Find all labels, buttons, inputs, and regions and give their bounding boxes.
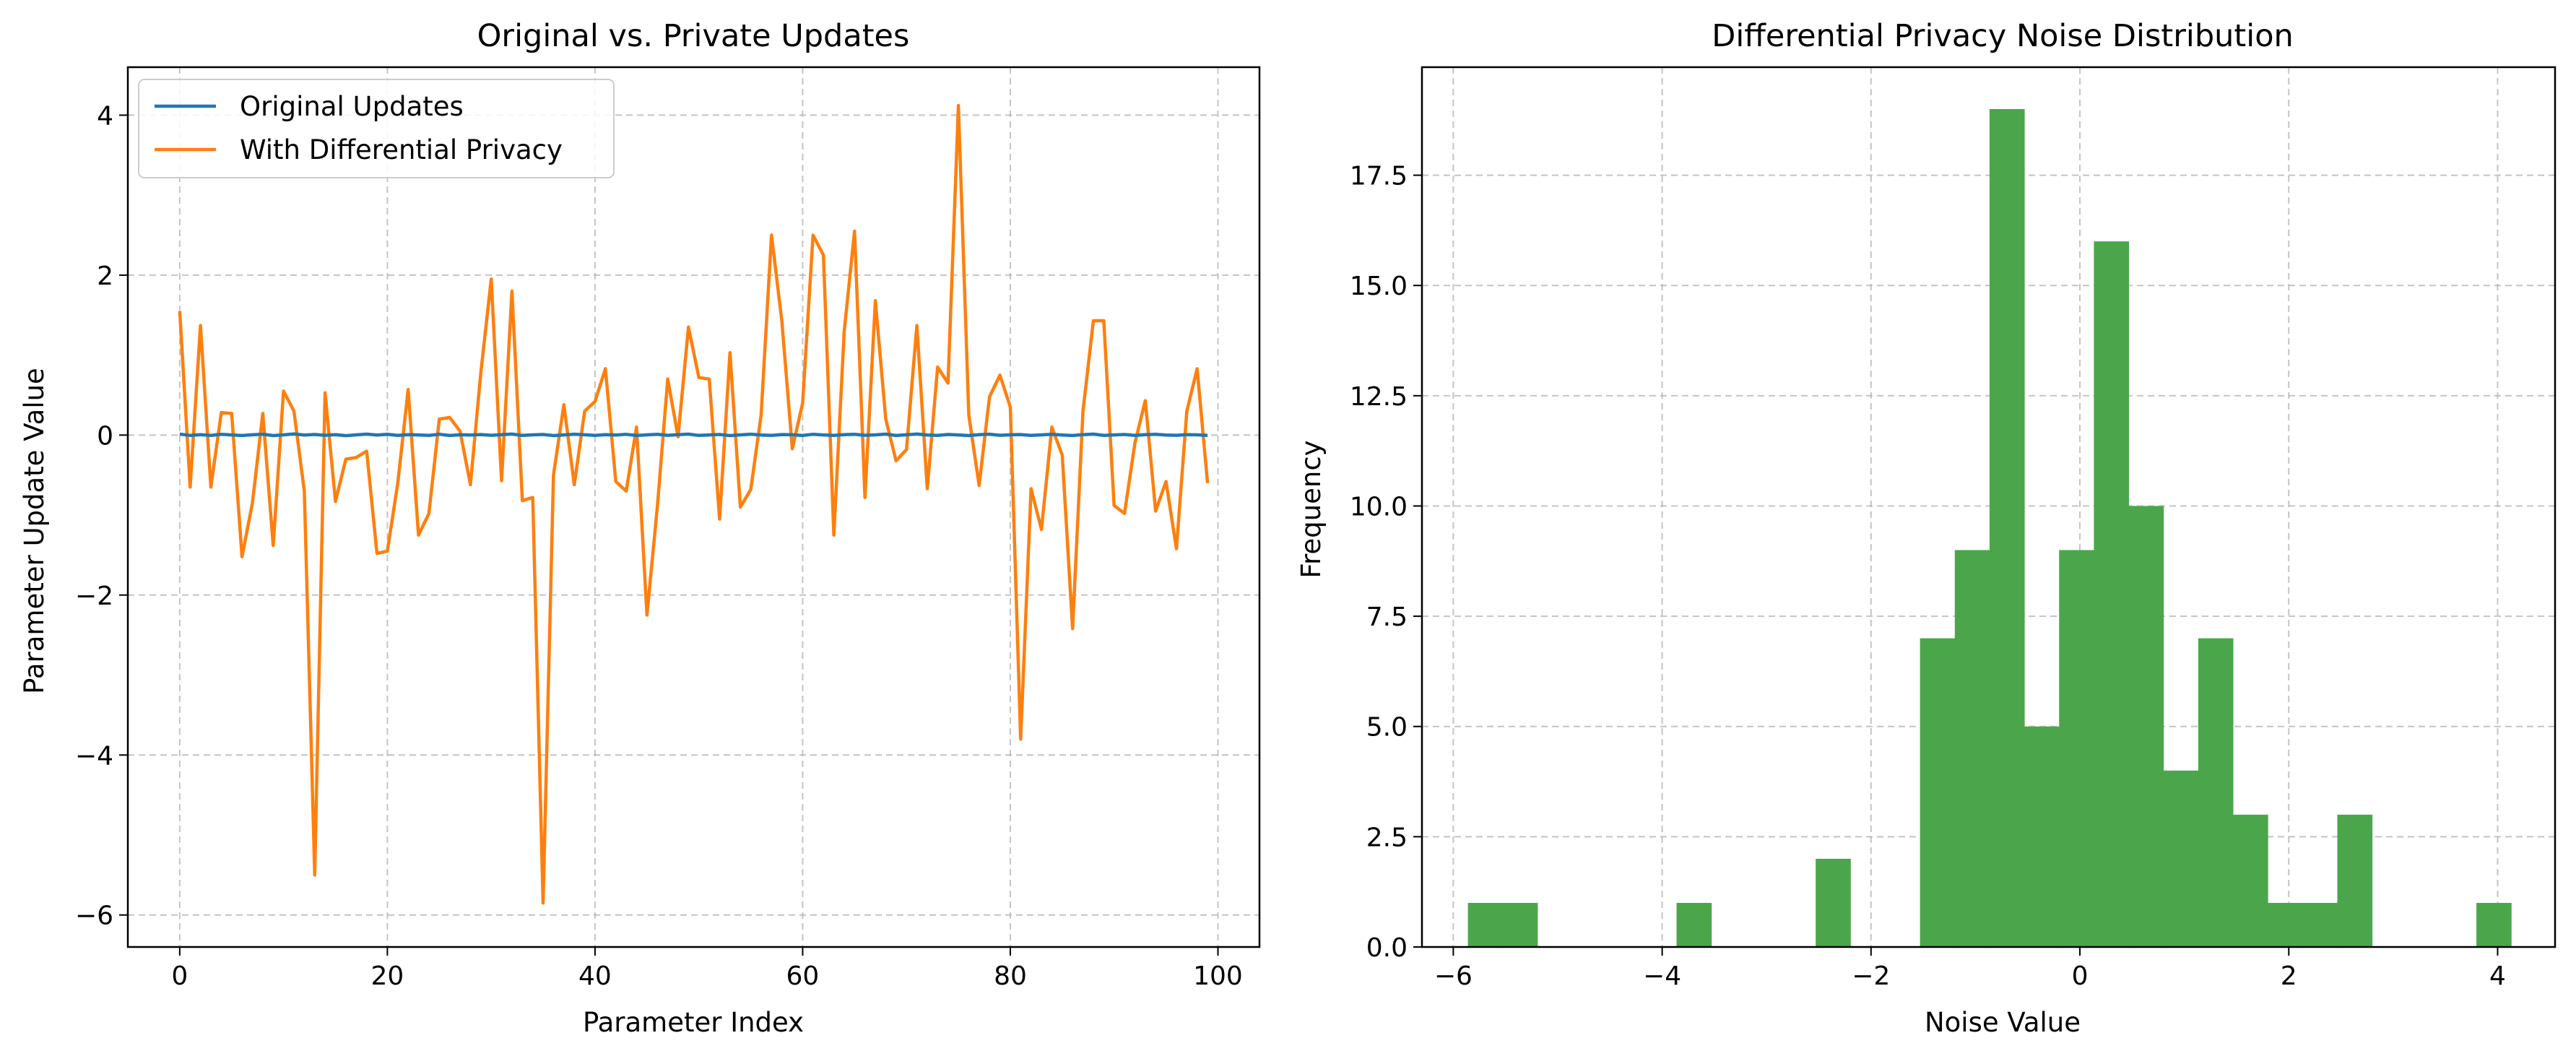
right-x-tick-label: 4 [2489, 961, 2506, 991]
left-x-tick-label: 20 [370, 961, 404, 991]
left-chart-title: Original vs. Private Updates [477, 18, 910, 54]
right-x-tick-label: −2 [1852, 961, 1890, 991]
histogram-bar [2024, 726, 2060, 947]
left-legend: Original Updates With Differential Priva… [138, 79, 615, 178]
right-y-tick-label: 15.0 [1350, 272, 1408, 301]
left-y-tick-label: −6 [75, 901, 113, 931]
left-x-tick-label: 40 [578, 961, 612, 991]
histogram-bar [1920, 638, 1956, 947]
histogram-bar [2128, 506, 2164, 947]
histogram-bar [1816, 858, 1851, 947]
left-y-tick-label: 4 [97, 101, 113, 131]
histogram-bar [1989, 109, 2025, 947]
left-x-tick-label: 60 [786, 961, 820, 991]
right-y-tick-label: 12.5 [1350, 382, 1408, 412]
right-x-tick-label: −4 [1643, 961, 1681, 991]
legend-box [138, 79, 615, 178]
right-y-tick-label: 7.5 [1366, 602, 1408, 632]
left-x-tick-label: 80 [994, 961, 1027, 991]
left-y-tick-label: 0 [97, 421, 113, 451]
left-plot-frame [126, 66, 1261, 948]
right-y-axis-label: Frequency [1296, 440, 1327, 578]
right-plot-frame [1421, 66, 2557, 948]
legend-label-private: With Differential Privacy [240, 134, 563, 165]
histogram-bar [2059, 550, 2094, 947]
left-chart-panel: Original vs. Private Updates Parameter I… [19, 18, 1261, 1038]
histogram-bar [2094, 241, 2130, 947]
right-chart-title: Differential Privacy Noise Distribution [1712, 18, 2294, 54]
right-y-tick-label: 10.0 [1350, 492, 1408, 522]
right-histogram-bars [1467, 109, 2512, 947]
histogram-bar [1954, 550, 1990, 947]
right-y-tick-label: 17.5 [1350, 162, 1408, 191]
left-x-tick-label: 0 [171, 961, 188, 991]
right-x-tick-label: 2 [2281, 961, 2297, 991]
histogram-bar [2233, 814, 2268, 947]
right-x-tick-label: 0 [2072, 961, 2089, 991]
series-line-differential-privacy [178, 103, 1210, 905]
histogram-bar [2198, 638, 2234, 947]
series-line-original-updates [179, 432, 1208, 438]
left-y-tick-label: −2 [75, 581, 113, 611]
right-y-tick-label: 2.5 [1366, 823, 1408, 852]
left-axis-ticks: 0 20 40 60 80 100 −6 −4 −2 0 2 4 [75, 101, 1243, 991]
histogram-bar [2337, 814, 2373, 947]
right-y-tick-label: 0.0 [1366, 933, 1408, 963]
left-series-lines [178, 103, 1210, 905]
right-y-tick-label: 5.0 [1366, 713, 1408, 743]
histogram-bar [1502, 902, 1538, 947]
left-y-axis-label: Parameter Update Value [19, 368, 50, 694]
legend-label-original: Original Updates [240, 91, 464, 122]
histogram-bar [2302, 902, 2338, 947]
histogram-bar [1467, 902, 1504, 947]
right-axis-ticks: −6 −4 −2 0 2 4 0.0 2.5 5.0 7.5 10.0 12.5 15.0 17.5 [1350, 162, 2506, 991]
histogram-bar [1676, 902, 1712, 947]
left-y-tick-label: −4 [75, 741, 113, 771]
left-x-tick-label: 100 [1193, 961, 1243, 991]
right-x-axis-label: Noise Value [1925, 1007, 2081, 1038]
histogram-bar [2268, 902, 2303, 947]
histogram-bar [2163, 770, 2199, 947]
left-x-axis-label: Parameter Index [583, 1007, 804, 1038]
left-gridlines [128, 67, 1259, 947]
histogram-bar [2476, 902, 2512, 947]
left-y-tick-label: 2 [97, 261, 113, 291]
right-x-tick-label: −6 [1434, 961, 1473, 991]
right-chart-panel: Differential Privacy Noise Distribution … [1296, 18, 2557, 1038]
